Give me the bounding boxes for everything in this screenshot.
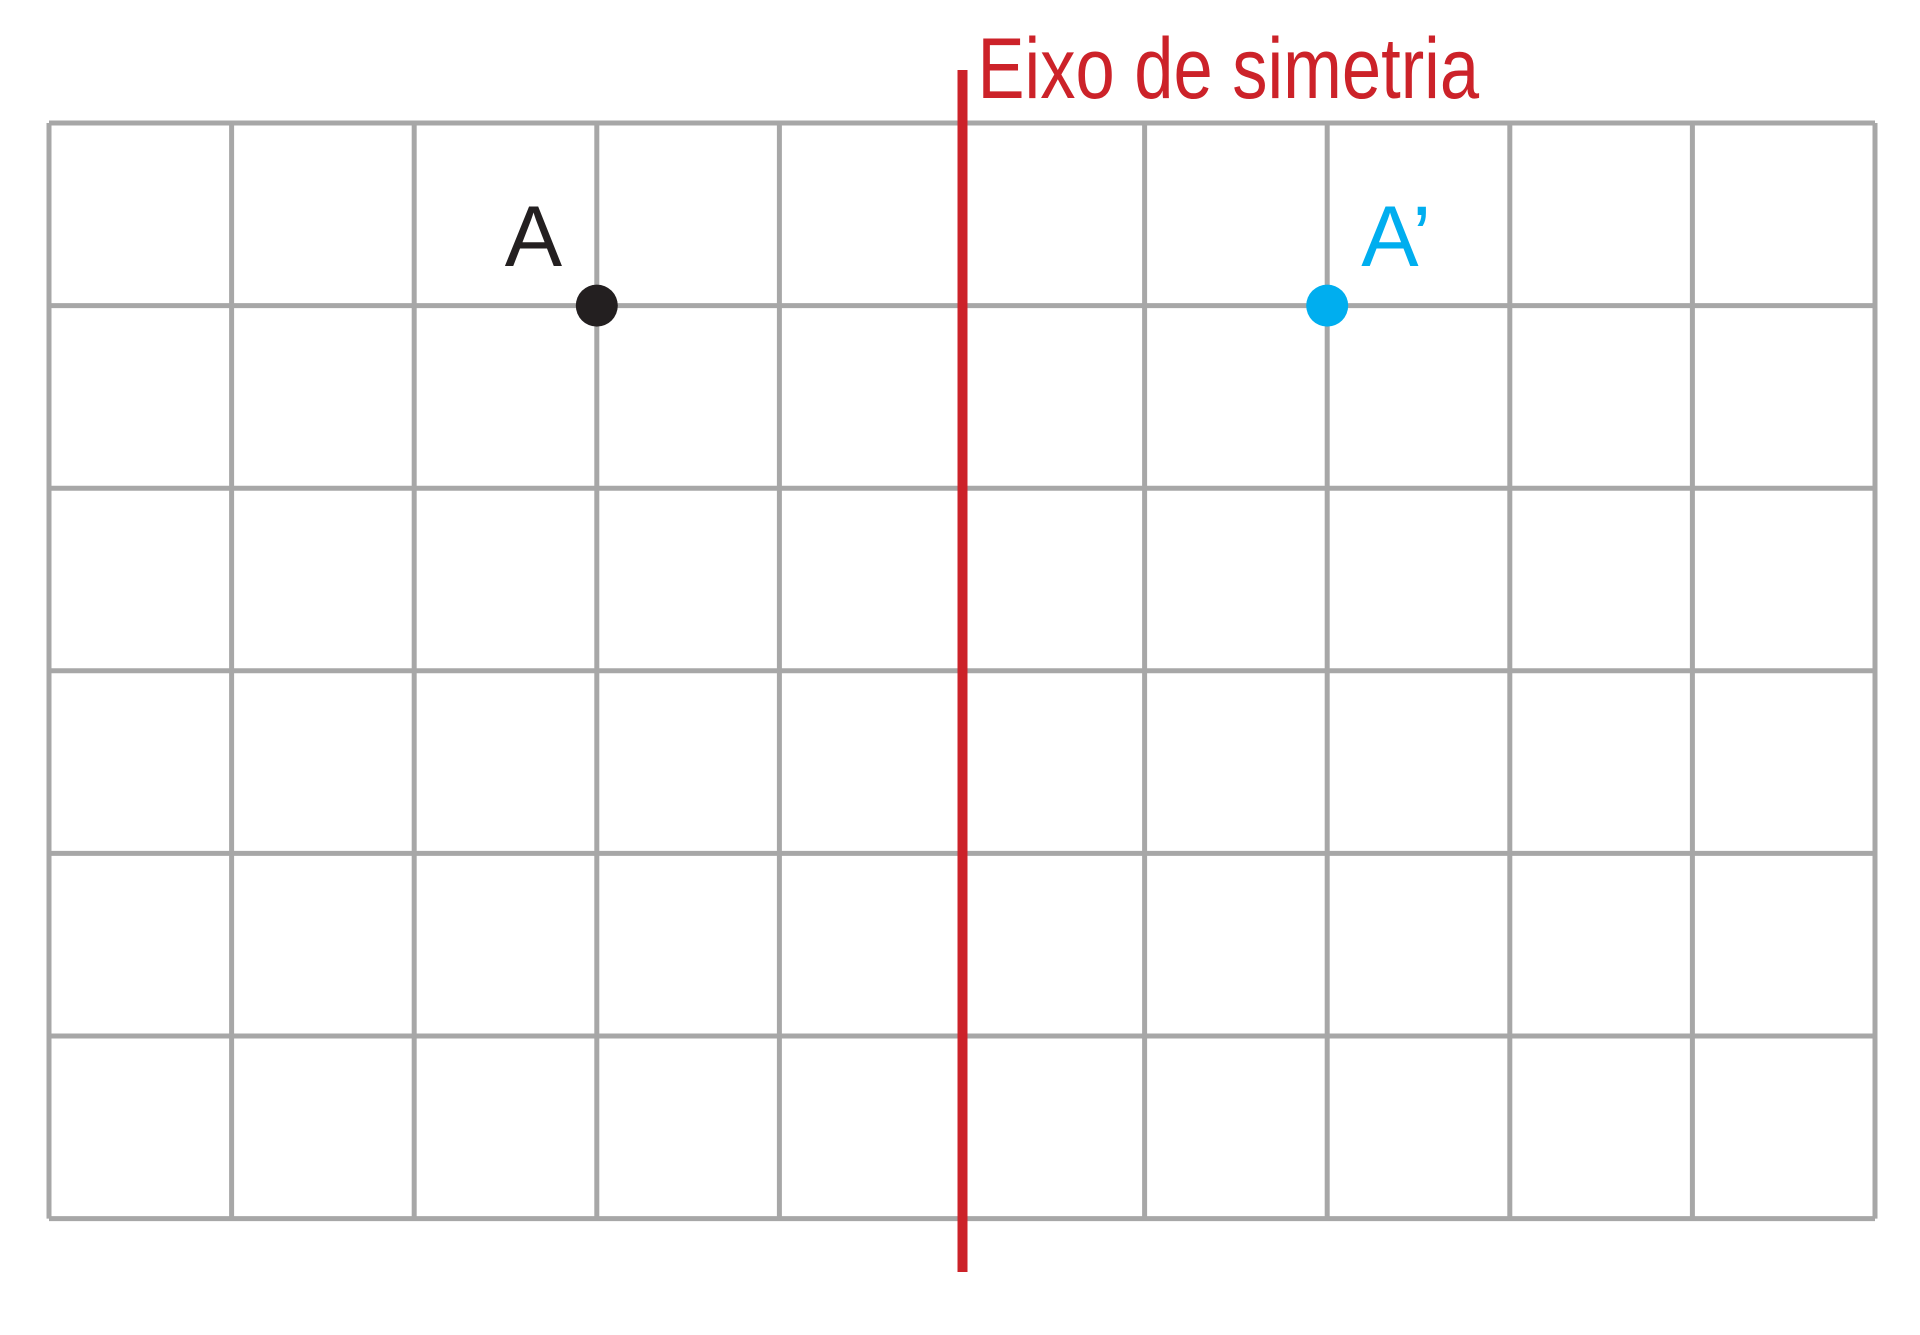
point-a-prime-label: A’ [1361, 189, 1431, 285]
point-a-label: A [505, 189, 563, 285]
point-a-prime-dot [1306, 284, 1349, 327]
symmetry-axis-label: Eixo de simetria [978, 20, 1480, 116]
point-a-dot [575, 284, 618, 327]
